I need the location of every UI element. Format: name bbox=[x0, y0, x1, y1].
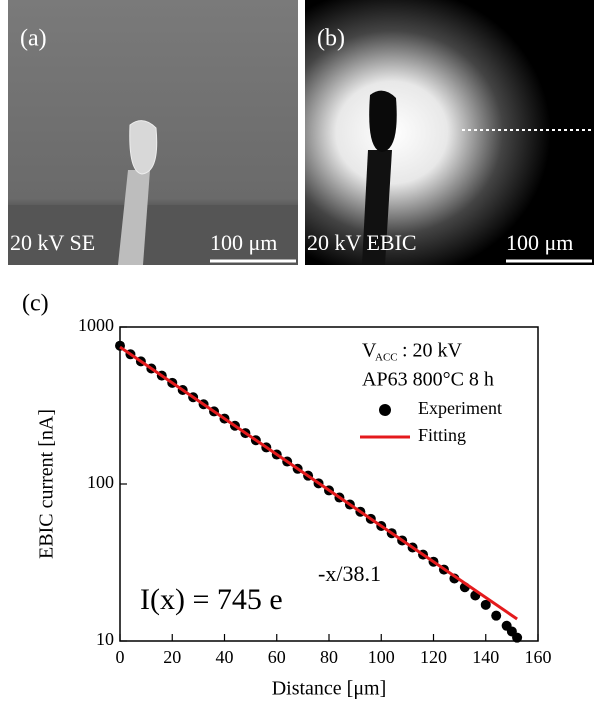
figure: (a) 20 kV SE 100 μm (b) 20 kV EBIC 100 μ… bbox=[0, 0, 594, 708]
condition-voltage: : 20 kV bbox=[402, 340, 463, 362]
scale-label: 100 μm bbox=[506, 230, 573, 255]
equation: I(x) = 745 e bbox=[140, 583, 283, 616]
data-point bbox=[491, 611, 501, 621]
x-tick-label: 60 bbox=[268, 647, 286, 667]
ebic-image: (b) 20 kV EBIC 100 μm bbox=[305, 0, 594, 265]
panel-label: (b) bbox=[317, 26, 345, 52]
panel-label: (c) bbox=[22, 291, 49, 317]
chart: (c) Distance [μm] EBIC current [nA] V AC… bbox=[22, 291, 552, 700]
x-tick-label: 40 bbox=[216, 647, 234, 667]
x-tick-label: 140 bbox=[472, 647, 499, 667]
y-tick-label: 10 bbox=[96, 629, 114, 649]
y-axis-label: EBIC current [nA] bbox=[36, 409, 58, 559]
x-tick-label: 0 bbox=[116, 647, 125, 667]
panel-label: (a) bbox=[20, 26, 47, 52]
x-axis-label: Distance [μm] bbox=[272, 678, 387, 700]
condition-sample: AP63 800°C 8 h bbox=[362, 369, 494, 391]
sem-image: (a) 20 kV SE 100 μm bbox=[8, 0, 298, 265]
panel-caption: 20 kV EBIC bbox=[307, 230, 417, 255]
x-tick-label: 120 bbox=[420, 647, 447, 667]
x-tick-label: 100 bbox=[368, 647, 395, 667]
page: (a) 20 kV SE 100 μm (b) 20 kV EBIC 100 μ… bbox=[0, 0, 594, 713]
x-tick-label: 80 bbox=[320, 647, 338, 667]
y-tick-label: 1000 bbox=[78, 315, 114, 335]
x-tick-label: 160 bbox=[525, 647, 552, 667]
data-point bbox=[512, 633, 522, 643]
legend-marker bbox=[379, 404, 391, 416]
condition-subscript: ACC bbox=[375, 352, 398, 364]
legend-label: Experiment bbox=[418, 398, 502, 418]
panel-caption: 20 kV SE bbox=[10, 230, 95, 255]
scale-label: 100 μm bbox=[210, 230, 277, 255]
y-tick-label: 100 bbox=[87, 472, 114, 492]
x-tick-label: 20 bbox=[163, 647, 181, 667]
equation-exponent: -x/38.1 bbox=[318, 561, 381, 586]
legend-label: Fitting bbox=[418, 425, 466, 445]
